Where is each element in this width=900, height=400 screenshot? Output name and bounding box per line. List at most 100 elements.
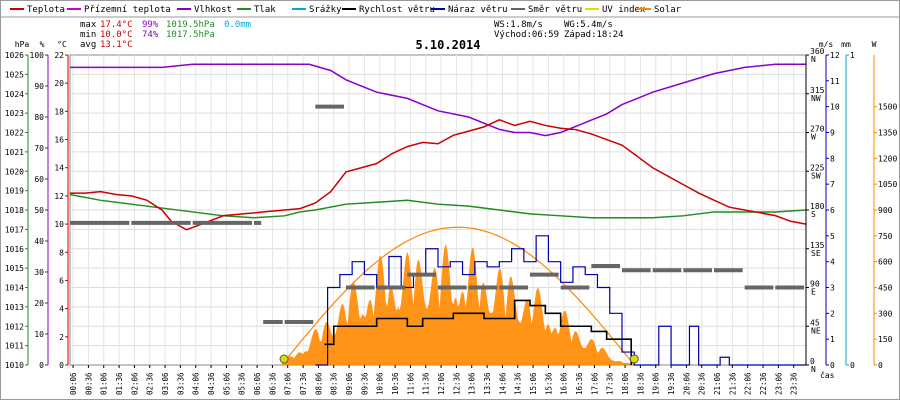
solar-axis-tick-label: 1500 bbox=[878, 103, 897, 112]
x-tick-label: 03:36 bbox=[176, 372, 185, 395]
x-tick-label: 23:06 bbox=[774, 372, 783, 395]
wind-speed-axis-tick-label: 3 bbox=[830, 284, 835, 293]
sunset-time: Západ:18:24 bbox=[564, 30, 624, 40]
humidity-line bbox=[70, 63, 806, 137]
humidity-axis-tick-label: 80 bbox=[34, 113, 44, 122]
min-temp: 10.0°C bbox=[100, 30, 133, 40]
temperature-axis-tick-label: 20 bbox=[54, 79, 64, 88]
humidity-axis-tick-label: 30 bbox=[34, 268, 44, 277]
series-layer bbox=[69, 63, 807, 366]
pressure-axis-tick-label: 1011 bbox=[5, 342, 24, 351]
temperature-axis-tick-label: 10 bbox=[54, 220, 64, 229]
wind-speed-axis-tick-label: 12 bbox=[830, 51, 840, 60]
wind-gust-max: WG:5.4m/s bbox=[564, 20, 613, 30]
pressure-axis-tick-label: 1023 bbox=[5, 109, 24, 118]
x-tick-label: 23:36 bbox=[790, 372, 799, 395]
temperature-axis-tick-label: 2 bbox=[59, 333, 64, 342]
pressure-axis-tick-label: 1025 bbox=[5, 70, 24, 79]
wind-speed-axis-tick-label: 11 bbox=[830, 77, 840, 86]
pressure-line bbox=[69, 193, 807, 219]
solar-max-curve bbox=[281, 226, 635, 366]
x-tick-label: 21:36 bbox=[728, 372, 737, 395]
x-tick-label: 22:06 bbox=[744, 372, 753, 395]
x-tick-label: 05:36 bbox=[238, 372, 247, 395]
max-humidity: 99% bbox=[142, 20, 159, 30]
solar-axis-tick-label: 450 bbox=[878, 284, 893, 293]
gridlines bbox=[69, 54, 807, 366]
solar-axis-tick-label: 900 bbox=[878, 206, 893, 215]
humidity-axis-tick-label: 90 bbox=[34, 82, 44, 91]
x-tick-label: 01:06 bbox=[100, 372, 109, 395]
max-temp: 17.4°C bbox=[100, 20, 133, 30]
x-axis-label: čas bbox=[820, 370, 835, 380]
x-tick-label: 19:36 bbox=[667, 372, 676, 395]
wind-speed-axis-unit: m/s bbox=[819, 40, 834, 49]
temperature-axis-tick-label: 14 bbox=[54, 164, 64, 173]
wind-speed-axis-tick-label: 9 bbox=[830, 129, 835, 138]
avg-temp: 13.1°C bbox=[100, 40, 133, 50]
sunrise-time: Východ:06:59 bbox=[494, 30, 559, 40]
x-tick-label: 06:36 bbox=[268, 372, 277, 395]
direction-axis-compass-label: NE bbox=[811, 326, 821, 335]
legend-label: Srážky bbox=[309, 5, 342, 15]
pressure-axis-tick-label: 1026 bbox=[5, 51, 24, 60]
humidity-axis-unit: % bbox=[40, 40, 45, 49]
x-tick-label: 18:06 bbox=[621, 372, 630, 395]
direction-axis-compass-label: SE bbox=[811, 249, 821, 258]
solar-axis-tick-label: 1350 bbox=[878, 129, 897, 138]
wind-gust-line bbox=[315, 235, 806, 366]
legend-label: UV index bbox=[602, 5, 646, 15]
rain-axis-unit: mm bbox=[841, 40, 851, 49]
x-tick-label: 08:36 bbox=[330, 372, 339, 395]
pressure-axis-tick-label: 1016 bbox=[5, 245, 24, 254]
solar-axis-tick-label: 150 bbox=[878, 335, 893, 344]
humidity-axis-tick-label: 40 bbox=[34, 237, 44, 246]
x-tick-label: 10:06 bbox=[376, 372, 385, 395]
pressure-axis-tick-label: 1021 bbox=[5, 148, 24, 157]
direction-axis-compass-label: SW bbox=[811, 171, 821, 180]
direction-axis-tick-label: 360 bbox=[810, 47, 825, 56]
x-tick-label: 10:36 bbox=[391, 372, 400, 395]
direction-axis-compass-label: E bbox=[811, 288, 816, 297]
x-tick-label: 21:06 bbox=[713, 372, 722, 395]
direction-axis-compass-label: NW bbox=[811, 94, 821, 103]
avg-label: avg bbox=[80, 40, 96, 50]
x-tick-label: 20:06 bbox=[682, 372, 691, 395]
temperature-axis-tick-label: 4 bbox=[59, 305, 64, 314]
legend-label: Vlhkost bbox=[194, 5, 232, 15]
wind-speed-axis-tick-label: 8 bbox=[830, 154, 835, 163]
x-tick-label: 08:06 bbox=[314, 372, 323, 395]
chart-title: 5.10.2014 bbox=[415, 38, 480, 52]
direction-axis-tick-label: 90 bbox=[810, 280, 820, 289]
direction-axis-tick-label: 225 bbox=[810, 163, 825, 172]
wind-speed-axis-tick-label: 5 bbox=[830, 232, 835, 241]
solar-axis-tick-label: 0 bbox=[878, 361, 883, 370]
temperature-axis-tick-label: 8 bbox=[59, 248, 64, 257]
x-tick-label: 11:06 bbox=[406, 372, 415, 395]
x-tick-label: 01:36 bbox=[115, 372, 124, 395]
rain-axis-tick-label: 1 bbox=[850, 51, 855, 60]
x-tick-label: 02:06 bbox=[130, 372, 139, 395]
direction-axis-tick-label: 315 bbox=[810, 86, 825, 95]
direction-axis-compass-label: W bbox=[811, 133, 816, 142]
wind-speed-axis-tick-label: 0 bbox=[830, 361, 835, 370]
direction-axis-tick-label: 270 bbox=[810, 125, 825, 134]
max-pressure: 1019.5hPa bbox=[166, 20, 215, 30]
legend: Teplota Přízemní teplota Vlhkost Tlak Srážky… bbox=[0, 5, 900, 18]
pressure-axis-tick-label: 1019 bbox=[5, 187, 24, 196]
wind-speed-axis-tick-label: 10 bbox=[830, 103, 840, 112]
x-tick-label: 02:36 bbox=[146, 372, 155, 395]
x-tick-label: 20:36 bbox=[698, 372, 707, 395]
direction-axis-compass-label: N bbox=[811, 55, 816, 64]
humidity-axis-tick-label: 20 bbox=[34, 299, 44, 308]
pressure-axis-tick-label: 1010 bbox=[5, 361, 24, 370]
x-tick-label: 09:06 bbox=[345, 372, 354, 395]
x-tick-label: 15:06 bbox=[529, 372, 538, 395]
x-tick-label: 06:06 bbox=[253, 372, 262, 395]
direction-axis-tick-label: 45 bbox=[810, 318, 820, 327]
x-tick-label: 17:06 bbox=[590, 372, 599, 395]
max-label: max bbox=[80, 20, 97, 30]
pressure-axis-tick-label: 1018 bbox=[5, 206, 24, 215]
axes-layer: hPa1010101110121013101410151016101710181… bbox=[5, 40, 898, 395]
